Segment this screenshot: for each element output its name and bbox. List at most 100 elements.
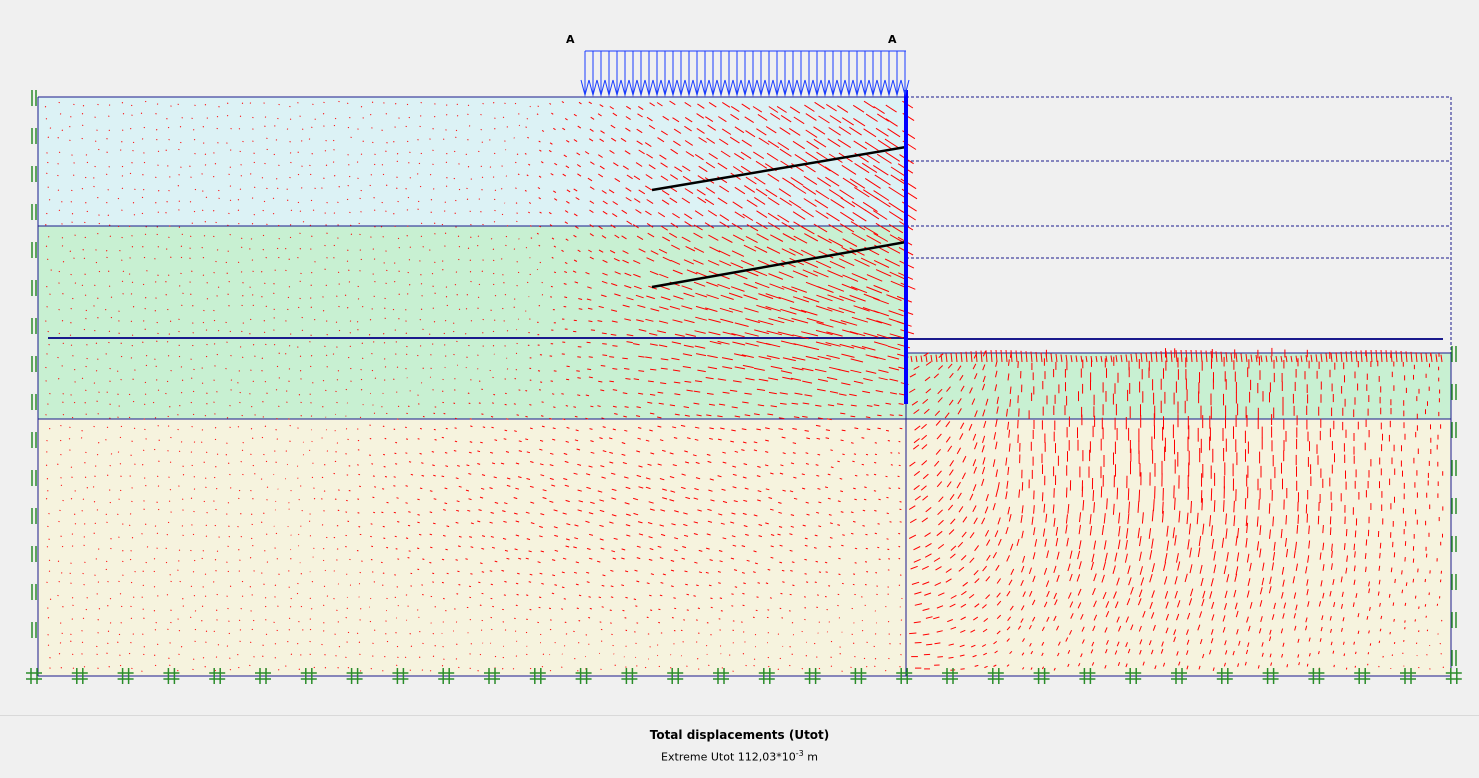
- displacement-arrow: [202, 606, 203, 607]
- displacement-arrow: [131, 358, 132, 359]
- displacement-arrow: [109, 105, 110, 106]
- displacement-arrow: [360, 609, 361, 610]
- displacement-arrow: [314, 667, 315, 668]
- displacement-arrow: [722, 668, 723, 669]
- displacement-arrow: [875, 659, 876, 660]
- displacement-arrow: [154, 655, 155, 656]
- displacement-arrow: [1191, 501, 1192, 513]
- displacement-arrow: [156, 114, 157, 115]
- displacement-arrow: [243, 283, 244, 284]
- displacement-arrow: [710, 598, 712, 599]
- displacement-arrow: [158, 151, 159, 152]
- displacement-arrow: [240, 189, 241, 190]
- displacement-arrow: [310, 249, 311, 250]
- displacement-arrow: [531, 238, 532, 239]
- displacement-arrow: [864, 658, 865, 659]
- displacement-arrow: [674, 608, 676, 609]
- displacement-arrow: [337, 202, 338, 203]
- displacement-arrow: [373, 643, 374, 644]
- displacement-arrow: [179, 331, 180, 332]
- displacement-arrow: [444, 211, 445, 212]
- displacement-arrow: [121, 379, 122, 380]
- displacement-arrow: [494, 129, 495, 130]
- displacement-arrow: [242, 415, 243, 416]
- displacement-arrow: [373, 512, 375, 513]
- displacement-arrow: [144, 429, 145, 430]
- displacement-arrow: [252, 295, 253, 296]
- displacement-arrow: [215, 560, 216, 561]
- displacement-arrow: [337, 238, 338, 239]
- displacement-arrow: [130, 258, 131, 259]
- displacement-arrow: [240, 392, 241, 393]
- displacement-arrow: [231, 355, 232, 356]
- model-viewport[interactable]: A A: [0, 0, 1479, 715]
- distributed-load[interactable]: [581, 51, 909, 95]
- displacement-arrow: [46, 499, 47, 500]
- displacement-arrow: [106, 514, 107, 515]
- displacement-arrow: [442, 270, 443, 271]
- displacement-arrow: [493, 284, 494, 285]
- displacement-arrow: [1425, 604, 1426, 606]
- displacement-arrow: [601, 669, 602, 670]
- displacement-arrow: [394, 429, 395, 430]
- displacement-arrow: [180, 142, 181, 143]
- displacement-arrow: [1334, 665, 1335, 667]
- displacement-arrow: [926, 644, 932, 645]
- displacement-arrow: [298, 202, 299, 203]
- displacement-arrow: [471, 644, 472, 645]
- displacement-arrow: [517, 262, 518, 263]
- displacement-arrow: [454, 403, 456, 404]
- displacement-arrow: [154, 559, 155, 560]
- displacement-arrow: [290, 153, 291, 154]
- displacement-arrow: [348, 127, 349, 128]
- displacement-arrow: [121, 476, 122, 477]
- displacement-arrow: [264, 126, 265, 127]
- displacement-arrow: [168, 522, 169, 523]
- displacement-arrow: [420, 346, 421, 347]
- displacement-arrow: [443, 659, 444, 660]
- displacement-arrow: [421, 236, 422, 237]
- displacement-arrow: [446, 297, 447, 298]
- displacement-arrow: [493, 346, 494, 347]
- displacement-arrow: [97, 594, 98, 595]
- displacement-arrow: [169, 226, 170, 227]
- displacement-arrow: [227, 418, 228, 419]
- displacement-arrow: [206, 404, 207, 405]
- displacement-arrow: [455, 213, 456, 214]
- load-point-label-left: A: [566, 33, 575, 46]
- displacement-arrow: [252, 499, 253, 500]
- displacement-arrow: [61, 573, 62, 574]
- displacement-arrow: [672, 618, 674, 619]
- displacement-arrow: [205, 415, 206, 416]
- displacement-arrow: [385, 634, 386, 635]
- displacement-arrow: [815, 582, 817, 583]
- displacement-arrow: [526, 654, 527, 655]
- displacement-arrow: [477, 245, 478, 246]
- displacement-arrow: [386, 185, 387, 186]
- displacement-arrow: [82, 188, 83, 189]
- displacement-arrow: [214, 344, 215, 345]
- displacement-arrow: [141, 671, 142, 672]
- displacement-arrow: [297, 593, 298, 594]
- displacement-arrow: [51, 270, 52, 271]
- displacement-arrow: [359, 642, 360, 643]
- displacement-arrow: [530, 668, 531, 669]
- displacement-arrow: [231, 128, 232, 129]
- displacement-arrow: [445, 320, 446, 321]
- displacement-arrow: [491, 416, 493, 417]
- displacement-arrow: [98, 582, 99, 583]
- displacement-arrow: [241, 176, 242, 177]
- displacement-arrow: [310, 598, 311, 599]
- displacement-arrow: [193, 333, 194, 334]
- displacement-arrow: [230, 200, 231, 201]
- displacement-arrow: [50, 599, 51, 600]
- displacement-arrow: [191, 271, 192, 272]
- displacement-arrow: [157, 596, 158, 597]
- displacement-arrow: [457, 116, 458, 117]
- displacement-arrow: [898, 488, 900, 489]
- displacement-arrow: [359, 486, 361, 487]
- displacement-arrow: [889, 488, 891, 489]
- displacement-arrow: [431, 368, 432, 369]
- displacement-arrow: [397, 522, 399, 523]
- displacement-arrow: [477, 355, 478, 356]
